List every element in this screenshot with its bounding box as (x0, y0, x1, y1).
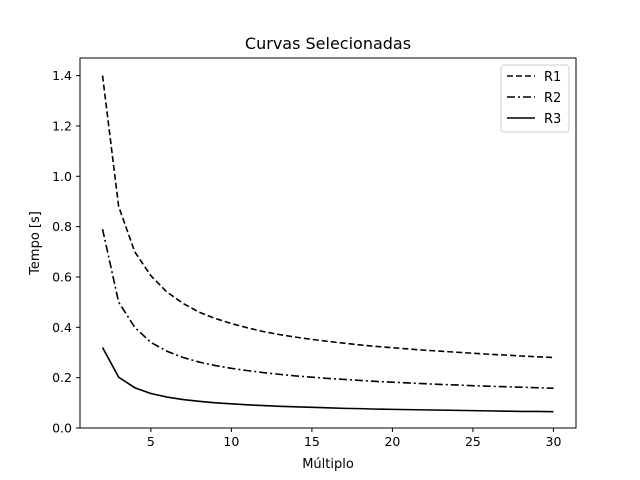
y-tick-label: 0.4 (52, 320, 72, 335)
series-line-r1 (101, 75, 554, 359)
legend-label-r1: R1 (544, 70, 561, 85)
chart-title: Curvas Selecionadas (245, 34, 411, 53)
y-tick-label: 0.2 (52, 370, 72, 385)
legend: R1 R2 R3 (500, 64, 570, 133)
series-line-r2 (101, 228, 554, 390)
x-tick-label: 15 (304, 434, 320, 449)
series-layer (101, 75, 554, 413)
plot-frame (79, 57, 577, 429)
legend-label-r3: R3 (544, 112, 561, 127)
y-tick-label: 1.4 (52, 68, 72, 83)
x-tick-label: 10 (223, 434, 239, 449)
x-tick-label: 20 (384, 434, 400, 449)
y-axis-label: Tempo [s] (28, 211, 43, 276)
x-axis-label: Múltiplo (302, 457, 354, 472)
legend-box (500, 64, 570, 133)
y-tick-label: 0.0 (52, 421, 72, 436)
y-tick-label: 1.2 (52, 118, 72, 133)
series-line-r3 (101, 347, 554, 413)
x-tick-label: 25 (465, 434, 481, 449)
y-tick-label: 0.8 (52, 219, 72, 234)
legend-label-r2: R2 (544, 91, 561, 106)
x-tick-label: 5 (147, 434, 155, 449)
y-tick-label: 1.0 (52, 169, 72, 184)
y-tick-label: 0.6 (52, 269, 72, 284)
x-axis: 5 10 15 20 25 30 (147, 428, 562, 449)
y-axis: 0.0 0.2 0.4 0.6 0.8 1.0 1.2 1.4 (52, 68, 80, 436)
x-tick-label: 30 (546, 434, 562, 449)
